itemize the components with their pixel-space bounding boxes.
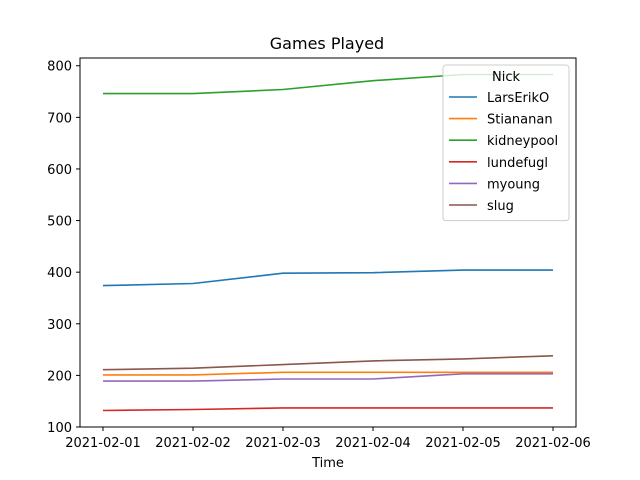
- series-line-larseriko: [102, 269, 553, 287]
- x-tick-label: 2021-02-03: [245, 436, 321, 451]
- x-axis: 2021-02-01 2021-02-02 2021-02-03 2021-02-04…: [65, 427, 591, 451]
- y-tick-label: 100: [47, 421, 72, 436]
- y-tick-label: 700: [47, 111, 72, 126]
- series-line-slug: [102, 355, 554, 371]
- legend-label-slug: slug: [487, 199, 514, 214]
- x-tick-label: 2021-02-05: [425, 436, 501, 451]
- y-tick-label: 500: [47, 215, 72, 230]
- plot-frame: [79, 57, 577, 428]
- legend-label-kidneypool: kidneypool: [487, 134, 558, 149]
- series-line-myoung: [103, 372, 553, 382]
- series-line-lundefugl: [102, 407, 553, 412]
- y-tick-label: 200: [47, 369, 72, 384]
- y-tick-label: 600: [47, 163, 72, 178]
- legend-box: [442, 64, 570, 222]
- legend: Nick LarsErikO Stiananan kidneypool lundefug…: [442, 64, 570, 222]
- chart-title: Games Played: [270, 34, 384, 53]
- x-axis-label: Time: [311, 456, 344, 471]
- y-tick-label: 400: [47, 266, 72, 281]
- x-tick-label: 2021-02-01: [65, 436, 141, 451]
- x-tick-label: 2021-02-02: [155, 436, 231, 451]
- y-axis: 100 200 300 400 500 600 700 800: [47, 60, 80, 436]
- series-layer: [102, 73, 554, 412]
- legend-label-stiananan: Stiananan: [487, 113, 553, 128]
- legend-label-lundefugl: lundefugl: [487, 156, 548, 171]
- legend-label-myoung: myoung: [487, 177, 540, 192]
- y-tick-label: 800: [47, 60, 72, 75]
- series-line-stiananan: [103, 371, 553, 376]
- x-tick-label: 2021-02-04: [335, 436, 411, 451]
- legend-title: Nick: [492, 70, 520, 85]
- legend-label-larseriko: LarsErikO: [487, 91, 549, 106]
- x-tick-label: 2021-02-06: [515, 436, 591, 451]
- y-tick-label: 300: [47, 318, 72, 333]
